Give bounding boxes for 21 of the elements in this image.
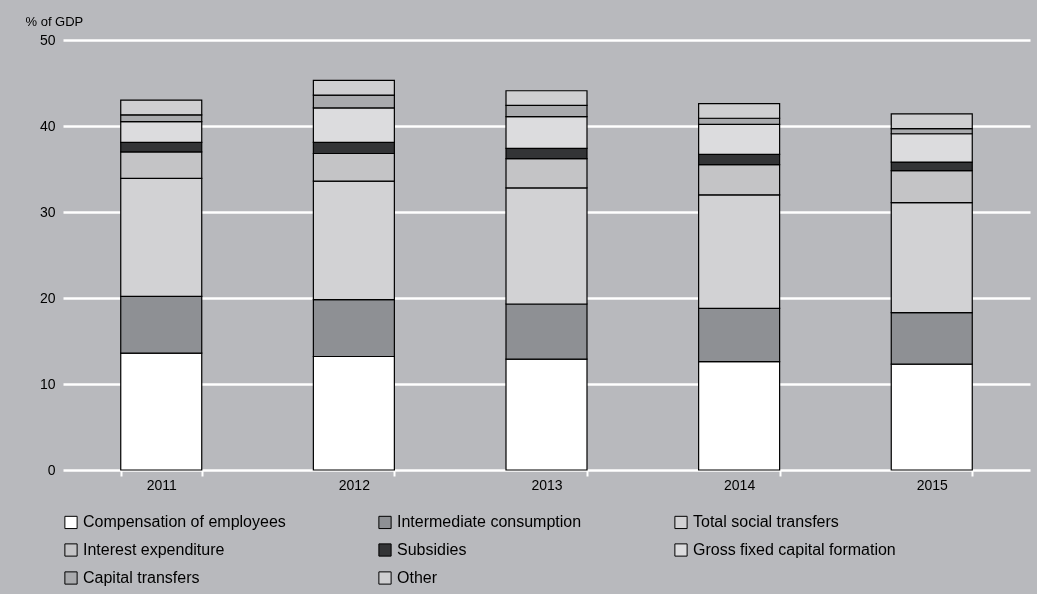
x-tick-label: 2014 (724, 476, 756, 493)
y-tick-label: 10 (39, 375, 56, 392)
y-tick-label: 0 (47, 461, 56, 478)
y-tick-label: 20 (39, 289, 56, 306)
legend-label: Subsidies (397, 541, 467, 558)
x-tick-label: 2013 (531, 476, 563, 493)
legend-label: Gross fixed capital formation (693, 541, 896, 558)
legend-label: Compensation of employees (83, 513, 286, 531)
x-tick-label: 2011 (146, 476, 178, 493)
bar (890, 113, 973, 130)
y-axis-title: % of GDP (25, 13, 84, 29)
x-tick-label: 2015 (916, 476, 949, 493)
y-tick-label: 50 (39, 31, 56, 48)
legend-label: Interest expenditure (83, 541, 225, 558)
legend-label: Intermediate consumption (397, 513, 582, 531)
y-tick-label: 40 (39, 117, 56, 134)
x-tick-label: 2012 (338, 476, 371, 493)
y-tick-label: 30 (39, 203, 56, 220)
legend-label: Capital transfers (83, 569, 200, 586)
legend-label: Other (397, 569, 438, 586)
legend-label: Total social transfers (693, 513, 839, 531)
